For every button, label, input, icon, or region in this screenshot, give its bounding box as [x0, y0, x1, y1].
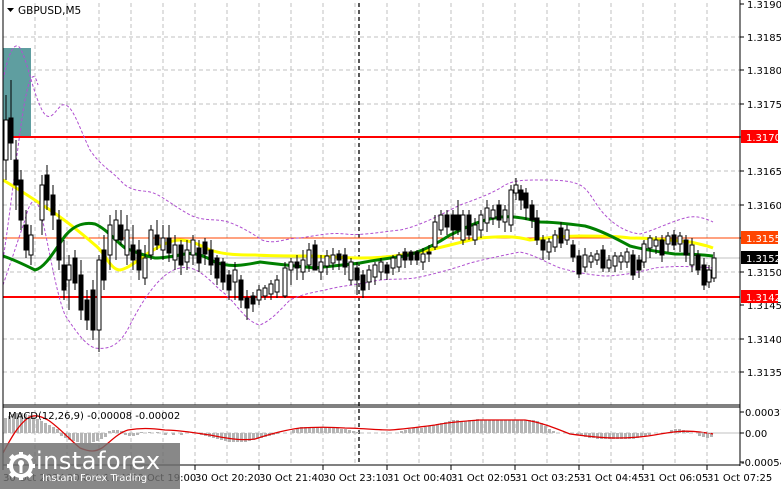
watermark-brand: instaforex [36, 446, 161, 475]
price-tick: 1.3185 [747, 33, 781, 44]
price-tick: 1.3190 [747, 0, 781, 11]
price-axis: 1.3190 1.3185 1.3180 1.3175 1.3165 1.316… [740, 0, 781, 379]
svg-text:1.3142: 1.3142 [746, 293, 781, 304]
macd-tick: 0.00 [745, 429, 767, 440]
candlesticks [3, 80, 717, 352]
price-tag-orange[interactable]: 1.3155 [741, 231, 781, 245]
price-tag-support[interactable]: 1.3142 [741, 290, 781, 304]
price-tick: 1.3150 [747, 268, 781, 279]
time-tick: 31 Oct 04:45 [579, 473, 644, 484]
gear-logo-icon [6, 451, 36, 481]
watermark-tagline: Instant Forex Trading [42, 472, 148, 484]
svg-text:1.3152: 1.3152 [746, 254, 781, 265]
bollinger-upper [2, 45, 714, 243]
symbol-label: GBPUSD,M5 [18, 5, 81, 17]
macd-tick: -0.00054 [741, 458, 781, 469]
price-tick: 1.3145 [747, 301, 781, 312]
time-tick: 31 Oct 02:05 [451, 473, 516, 484]
macd-axis: 0.00037 0.00 -0.00054 [740, 408, 781, 469]
main-grid [3, 3, 740, 405]
time-tick: 30 Oct 23:10 [323, 473, 388, 484]
price-tick: 1.3160 [747, 201, 781, 212]
price-tick: 1.3135 [747, 368, 781, 379]
macd-label: MACD(12,26,9) -0.00008 -0.00002 [8, 411, 180, 422]
time-tick: 31 Oct 00:40 [387, 473, 452, 484]
price-tag-current: 1.3152 [741, 251, 781, 265]
svg-text:1.3170: 1.3170 [746, 133, 781, 144]
bollinger-outer-left [2, 76, 39, 261]
time-tick: 30 Oct 20:20 [195, 473, 260, 484]
price-tick: 1.3140 [747, 335, 781, 346]
time-tick: 31 Oct 03:25 [515, 473, 580, 484]
time-tick: 31 Oct 06:05 [643, 473, 708, 484]
svg-text:1.3155: 1.3155 [746, 234, 781, 245]
macd-histogram [4, 413, 713, 443]
symbol-header[interactable]: GBPUSD,M5 [7, 5, 81, 17]
price-tick: 1.3175 [747, 100, 781, 111]
bollinger-bands [2, 45, 714, 349]
price-tag-resistance[interactable]: 1.3170 [741, 130, 781, 144]
instaforex-watermark: instaforex Instant Forex Trading [0, 443, 180, 489]
time-tick: 30 Oct 21:40 [259, 473, 324, 484]
time-tick: 31 Oct 07:25 [707, 473, 772, 484]
price-tick: 1.3180 [747, 66, 781, 77]
triangle-down-icon[interactable] [7, 8, 14, 12]
price-tick: 1.3165 [747, 167, 781, 178]
macd-tick: 0.00037 [745, 408, 781, 419]
